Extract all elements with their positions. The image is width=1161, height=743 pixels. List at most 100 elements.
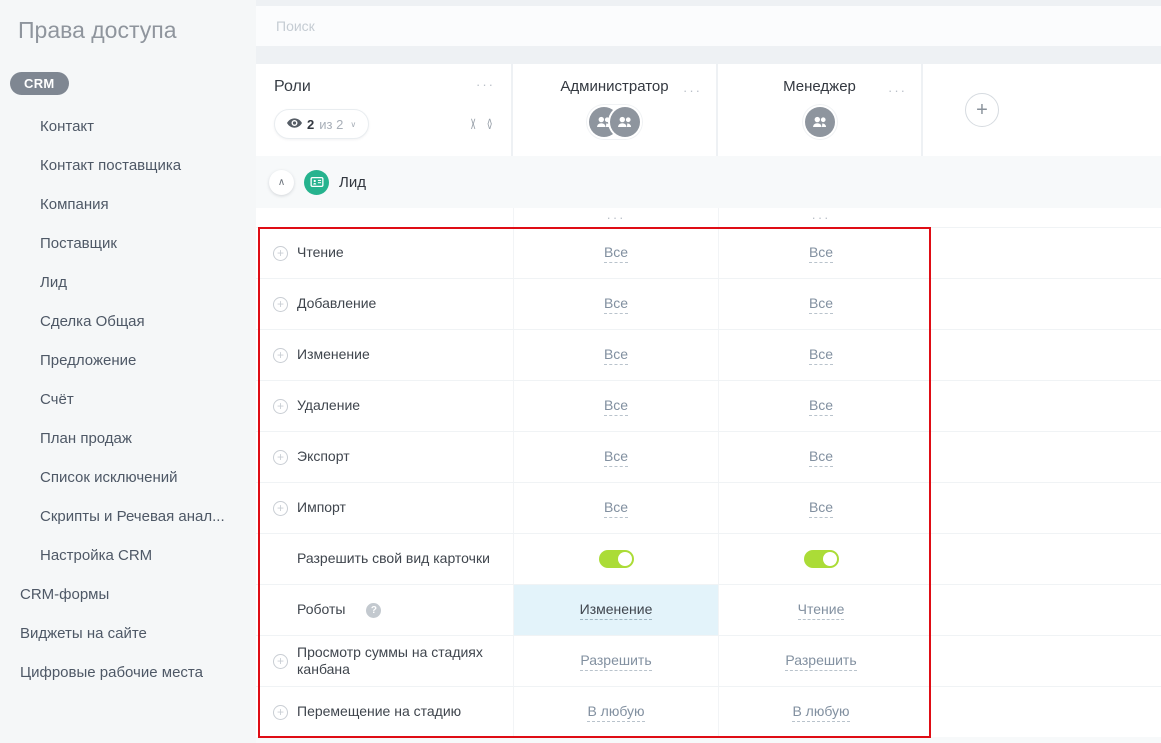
sidebar-item-scripts-speech[interactable]: Скрипты и Речевая анал... bbox=[40, 508, 225, 525]
sidebar-item-sales-plan[interactable]: План продаж bbox=[40, 430, 132, 447]
permission-value-link[interactable]: Все bbox=[603, 295, 629, 314]
page-title: Права доступа bbox=[18, 17, 177, 43]
roles-filter-pill[interactable]: 2 из 2 ∨ bbox=[274, 109, 370, 139]
permission-value-link[interactable]: Все bbox=[808, 499, 834, 518]
permission-row-delete: + Удаление Все Все bbox=[256, 380, 1161, 431]
permission-label: Роботы bbox=[297, 601, 346, 618]
permission-row-kanban-sum: + Просмотр суммы на стадиях канбана Разре… bbox=[256, 635, 1161, 686]
add-role-button[interactable]: + bbox=[965, 93, 999, 127]
roles-header-cell: Роли ··· 2 из 2 ∨ ∨ ∧ ∧ ∨ bbox=[256, 64, 511, 156]
expand-plus-icon[interactable]: + bbox=[273, 296, 288, 312]
permission-row-custom-card-view: Разрешить свой вид карточки bbox=[256, 533, 1161, 584]
role-menu-icon[interactable]: ··· bbox=[888, 83, 907, 98]
permission-label: Разрешить свой вид карточки bbox=[297, 550, 490, 567]
users-group-icon bbox=[610, 107, 640, 137]
sidebar-item-digital-workplaces[interactable]: Цифровые рабочие места bbox=[20, 664, 203, 681]
toggle-on[interactable] bbox=[803, 550, 839, 568]
sidebar-item-crm-settings[interactable]: Настройка CRM bbox=[40, 547, 153, 564]
users-group-icon bbox=[804, 107, 835, 137]
section-column-menus: ··· ··· bbox=[256, 208, 1161, 227]
chevron-down-icon: ∨ bbox=[350, 119, 357, 129]
permission-label: Просмотр суммы на стадиях канбана bbox=[297, 643, 483, 678]
expand-plus-icon[interactable]: + bbox=[273, 245, 288, 261]
roles-filter-count: 2 bbox=[307, 116, 315, 132]
permission-row-robots: Роботы? Изменение Чтение bbox=[256, 584, 1161, 635]
sidebar-nav: Контакт Контакт поставщика Компания Пост… bbox=[0, 107, 256, 692]
sidebar-item-supplier-contact[interactable]: Контакт поставщика bbox=[40, 157, 182, 174]
permission-value-link[interactable]: Разрешить bbox=[785, 652, 857, 671]
section-admin-menu-icon[interactable]: ··· bbox=[606, 210, 626, 225]
sidebar: Права доступа CRM Контакт Контакт постав… bbox=[0, 0, 256, 743]
top-strip bbox=[256, 0, 1161, 6]
permission-label: Добавление bbox=[297, 295, 377, 312]
permissions-table: + Чтение Все Все + Добавление Все Все + Изм… bbox=[256, 227, 1161, 737]
next-section-strip bbox=[256, 737, 1161, 743]
permission-value-link[interactable]: Все bbox=[603, 244, 629, 263]
permission-label: Чтение bbox=[297, 244, 344, 261]
eye-icon bbox=[287, 115, 302, 133]
expand-all-icon[interactable]: ∧ ∨ bbox=[486, 115, 493, 131]
permission-row-add: + Добавление Все Все bbox=[256, 278, 1161, 329]
sidebar-item-deal-general[interactable]: Сделка Общая bbox=[40, 313, 145, 330]
collapse-section-button[interactable]: ∧ bbox=[269, 169, 294, 195]
sidebar-item-supplier[interactable]: Поставщик bbox=[40, 235, 117, 252]
permission-value-link[interactable]: Все bbox=[808, 448, 834, 467]
permission-value-link[interactable]: Все bbox=[603, 499, 629, 518]
expand-plus-icon[interactable]: + bbox=[273, 449, 288, 465]
role-members-avatars[interactable] bbox=[802, 105, 837, 139]
permission-value-link[interactable]: Все bbox=[808, 295, 834, 314]
permission-row-edit: + Изменение Все Все bbox=[256, 329, 1161, 380]
permission-value-link[interactable]: Чтение bbox=[797, 601, 845, 620]
permission-value-link[interactable]: В любую bbox=[792, 703, 850, 722]
help-icon[interactable]: ? bbox=[366, 602, 382, 618]
toggle-on[interactable] bbox=[598, 550, 634, 568]
permission-label: Перемещение на стадию bbox=[297, 703, 462, 720]
sidebar-item-crm-forms[interactable]: CRM-формы bbox=[20, 586, 110, 603]
role-members-avatars[interactable] bbox=[587, 105, 642, 139]
permission-label: Экспорт bbox=[297, 448, 350, 465]
permission-value-link[interactable]: Все bbox=[808, 346, 834, 365]
sidebar-item-quote[interactable]: Предложение bbox=[40, 352, 137, 369]
sidebar-item-invoice[interactable]: Счёт bbox=[40, 391, 74, 408]
role-name: Менеджер bbox=[783, 78, 856, 95]
plus-icon: + bbox=[976, 98, 988, 121]
permission-row-stage-move: + Перемещение на стадию В любую В любую bbox=[256, 686, 1161, 737]
expand-plus-icon[interactable]: + bbox=[273, 653, 288, 669]
roles-header-row: Роли ··· 2 из 2 ∨ ∨ ∧ ∧ ∨ bbox=[256, 64, 1161, 156]
permission-label: Изменение bbox=[297, 346, 370, 363]
permission-label: Удаление bbox=[297, 397, 361, 414]
permission-row-read: + Чтение Все Все bbox=[256, 227, 1161, 278]
section-manager-menu-icon[interactable]: ··· bbox=[811, 210, 831, 225]
collapse-all-icon[interactable]: ∨ ∧ bbox=[469, 115, 477, 131]
sidebar-section-crm[interactable]: CRM bbox=[10, 72, 69, 95]
permission-row-export: + Экспорт Все Все bbox=[256, 431, 1161, 482]
permission-value-link[interactable]: Изменение bbox=[579, 601, 653, 620]
section-lead-header: ∧ Лид bbox=[256, 156, 1161, 208]
sidebar-item-contact[interactable]: Контакт bbox=[40, 118, 95, 135]
expand-plus-icon[interactable]: + bbox=[273, 347, 288, 363]
section-title: Лид bbox=[339, 173, 366, 191]
role-menu-icon[interactable]: ··· bbox=[683, 83, 702, 98]
main-panel: Роли ··· 2 из 2 ∨ ∨∧ ∧∨ bbox=[256, 0, 1161, 743]
expand-plus-icon[interactable]: + bbox=[273, 500, 288, 516]
expand-plus-icon[interactable]: + bbox=[273, 704, 288, 720]
expand-plus-icon[interactable]: + bbox=[273, 398, 288, 414]
roles-menu-icon[interactable]: ··· bbox=[476, 77, 495, 92]
permission-value-link[interactable]: Все bbox=[808, 397, 834, 416]
role-column-administrator: Администратор ··· bbox=[513, 64, 716, 156]
permission-value-link[interactable]: В любую bbox=[587, 703, 645, 722]
search-bar bbox=[256, 6, 1161, 46]
sidebar-item-lead[interactable]: Лид bbox=[40, 274, 67, 291]
permission-value-link[interactable]: Разрешить bbox=[580, 652, 652, 671]
sidebar-item-site-widgets[interactable]: Виджеты на сайте bbox=[20, 625, 147, 642]
sidebar-item-company[interactable]: Компания bbox=[40, 196, 109, 213]
permission-label: Импорт bbox=[297, 499, 346, 516]
permission-value-link[interactable]: Все bbox=[603, 448, 629, 467]
permission-value-link[interactable]: Все bbox=[603, 346, 629, 365]
search-input[interactable] bbox=[256, 6, 1161, 46]
permission-value-link[interactable]: Все bbox=[603, 397, 629, 416]
permission-value-link[interactable]: Все bbox=[808, 244, 834, 263]
role-column-manager: Менеджер ··· bbox=[718, 64, 921, 156]
sidebar-item-exclusion-list[interactable]: Список исключений bbox=[40, 469, 178, 486]
